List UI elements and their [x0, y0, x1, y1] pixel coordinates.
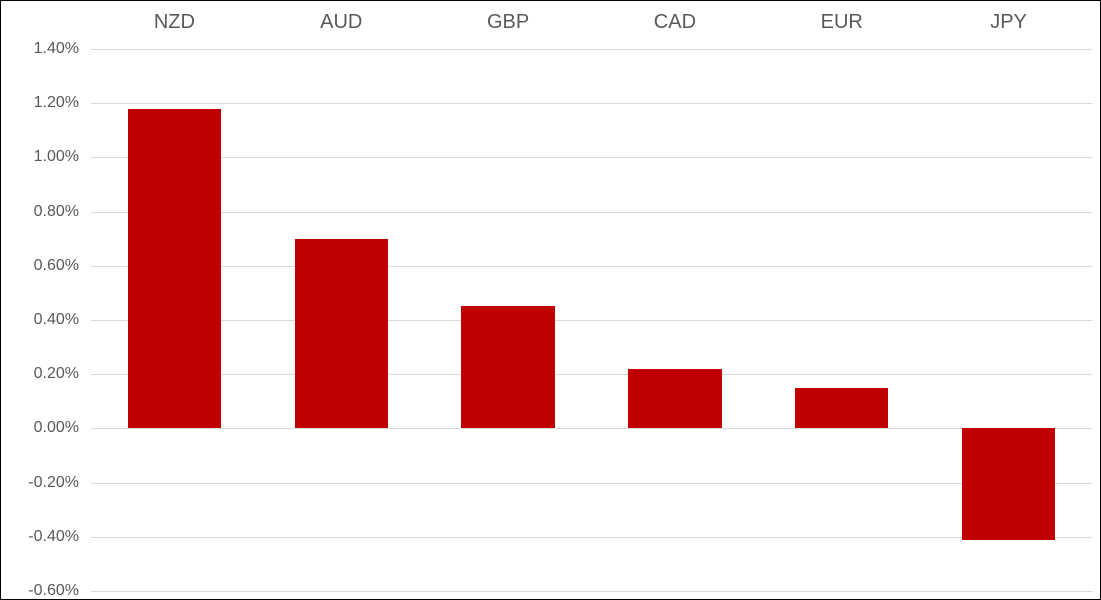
- gridline: [91, 266, 1092, 267]
- category-labels-row: NZDAUDGBPCADEURJPY: [91, 11, 1092, 34]
- y-tick-label: 1.40%: [1, 40, 79, 58]
- category-label-nzd: NZD: [91, 11, 258, 34]
- y-tick-label: 0.80%: [1, 203, 79, 221]
- gridline: [91, 49, 1092, 50]
- category-label-aud: AUD: [258, 11, 425, 34]
- bar-eur: [795, 388, 888, 429]
- y-tick-label: 0.20%: [1, 365, 79, 383]
- bar-gbp: [461, 306, 554, 428]
- category-label-gbp: GBP: [425, 11, 592, 34]
- gridline: [91, 537, 1092, 538]
- category-label-cad: CAD: [591, 11, 758, 34]
- y-tick-label: -0.40%: [1, 528, 79, 546]
- gridline: [91, 374, 1092, 375]
- currency-bar-chart: NZDAUDGBPCADEURJPY -0.60% -0.40% -0.20% 0.0…: [0, 0, 1101, 600]
- bar-aud: [295, 239, 388, 429]
- y-tick-label: 0.40%: [1, 311, 79, 329]
- bar-jpy: [962, 428, 1055, 539]
- gridline: [91, 591, 1092, 592]
- bar-cad: [628, 369, 721, 429]
- y-tick-label: -0.20%: [1, 474, 79, 492]
- gridline: [91, 428, 1092, 429]
- gridline: [91, 483, 1092, 484]
- y-tick-label: -0.60%: [1, 582, 79, 600]
- y-tick-label: 1.20%: [1, 94, 79, 112]
- gridline: [91, 212, 1092, 213]
- gridline: [91, 157, 1092, 158]
- y-tick-label: 1.00%: [1, 148, 79, 166]
- bar-nzd: [128, 109, 221, 429]
- y-tick-label: 0.60%: [1, 257, 79, 275]
- plot-area: [91, 49, 1092, 591]
- category-label-jpy: JPY: [925, 11, 1092, 34]
- gridline: [91, 103, 1092, 104]
- y-tick-label: 0.00%: [1, 419, 79, 437]
- category-label-eur: EUR: [758, 11, 925, 34]
- gridline: [91, 320, 1092, 321]
